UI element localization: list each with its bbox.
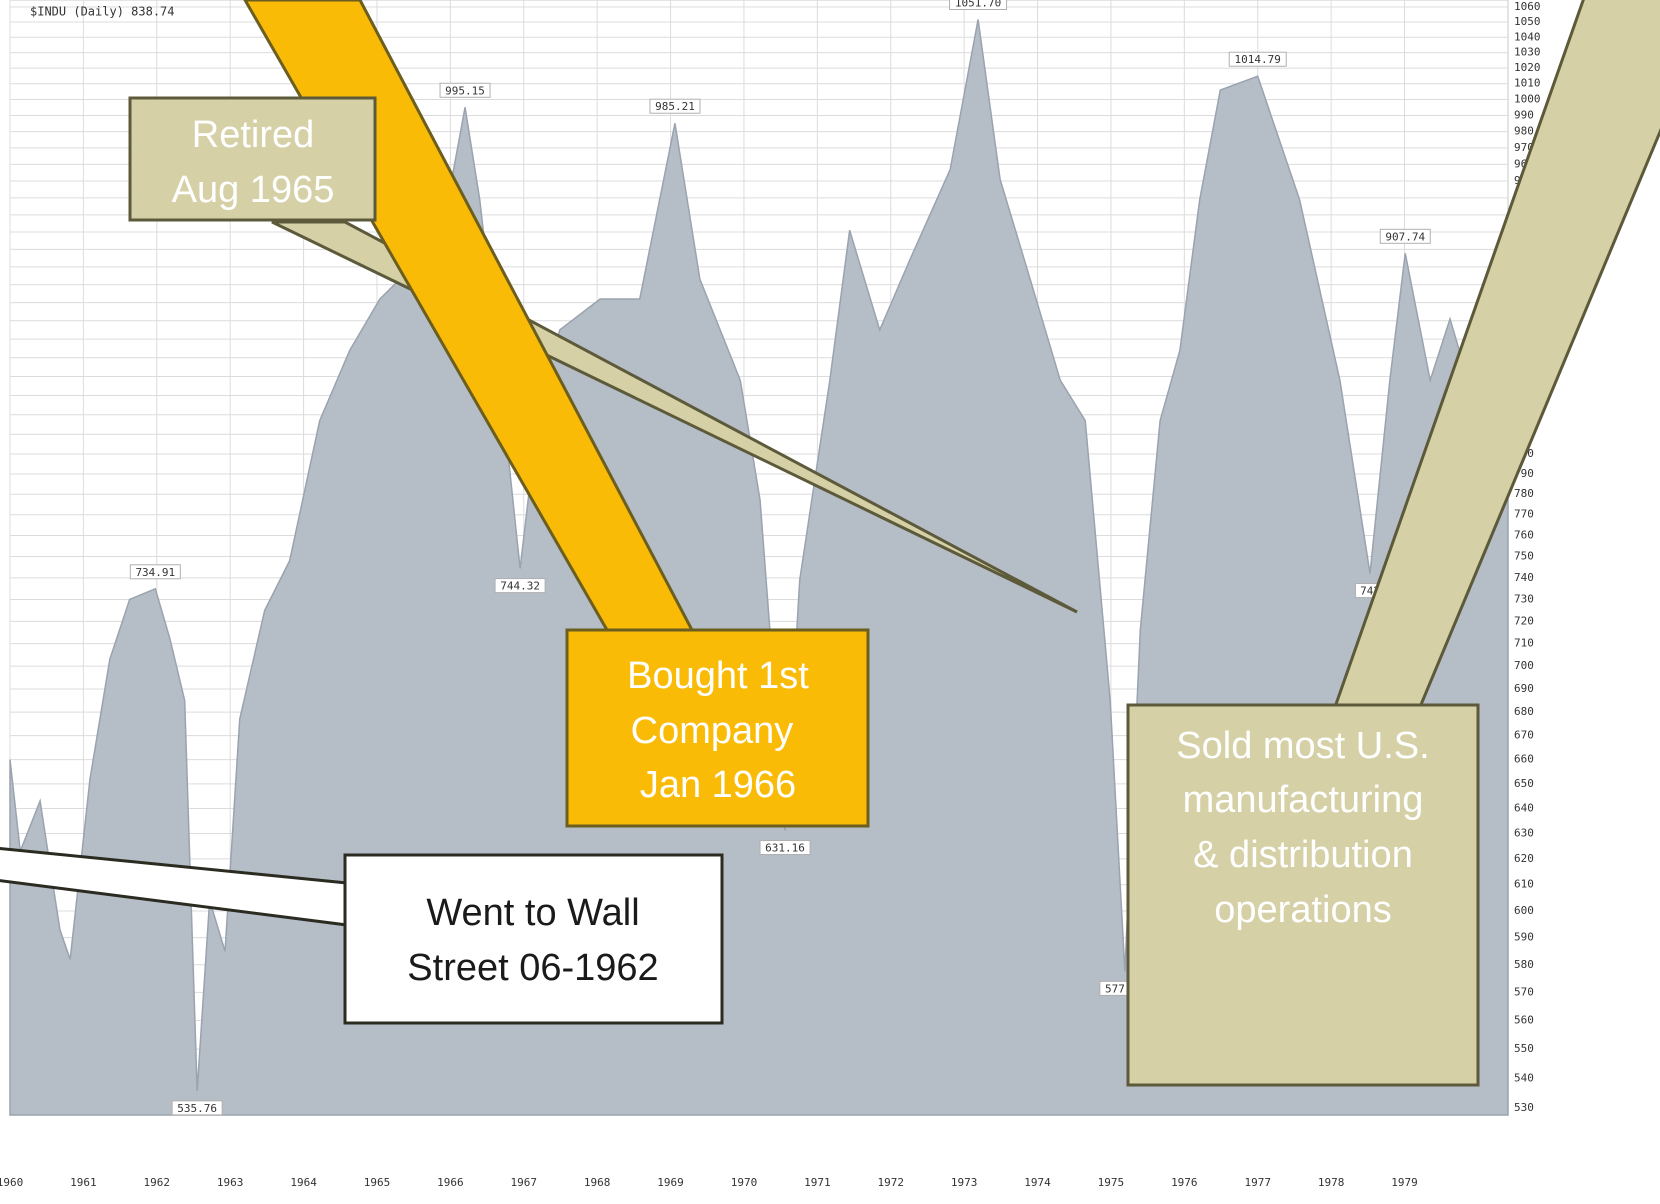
value-label-box (949, 0, 1008, 10)
y-tick-label: 620 (1514, 852, 1534, 865)
y-tick-label: 660 (1514, 753, 1534, 766)
callout-box (565, 628, 870, 828)
x-tick-label: 1977 (1244, 1176, 1271, 1189)
y-tick-label: 990 (1514, 109, 1534, 122)
x-tick-label: 1975 (1098, 1176, 1125, 1189)
callout-text: Aug 1965 (172, 169, 335, 211)
callout-text: Jan 1966 (640, 764, 796, 806)
y-tick-label: 570 (1514, 985, 1534, 998)
y-tick-label: 690 (1514, 682, 1534, 695)
y-tick-label: 1010 (1514, 77, 1541, 90)
x-tick-label: 1970 (731, 1176, 758, 1189)
x-tick-label: 1968 (584, 1176, 611, 1189)
y-tick-label: 580 (1514, 958, 1534, 971)
callout-text: Sold most U.S. (1176, 725, 1429, 767)
y-tick-label: 560 (1514, 1014, 1534, 1027)
y-tick-label: 610 (1514, 878, 1534, 891)
callout-text: Bought 1st (627, 655, 809, 697)
x-tick-label: 1967 (511, 1176, 538, 1189)
value-label: 907.74 (1385, 230, 1425, 243)
value-label: 1014.79 (1235, 53, 1281, 66)
value-label-box (171, 1100, 223, 1116)
x-tick-label: 1976 (1171, 1176, 1198, 1189)
y-tick-label: 780 (1514, 487, 1534, 500)
value-label: 995.15 (445, 84, 485, 97)
x-tick-label: 1979 (1391, 1176, 1418, 1189)
y-tick-label: 750 (1514, 550, 1534, 563)
y-tick-label: 980 (1514, 125, 1534, 138)
value-label-box (759, 840, 811, 856)
x-tick-label: 1978 (1318, 1176, 1345, 1189)
callout-text: Went to Wall (426, 892, 639, 934)
y-tick-label: 1020 (1514, 61, 1541, 74)
callout-text: operations (1214, 889, 1391, 931)
value-label: 744.32 (500, 580, 540, 593)
y-tick-label: 760 (1514, 528, 1534, 541)
x-tick-label: 1974 (1024, 1176, 1051, 1189)
y-tick-label: 700 (1514, 659, 1534, 672)
y-tick-label: 1000 (1514, 93, 1541, 106)
x-tick-label: 1961 (70, 1176, 97, 1189)
x-tick-label: 1963 (217, 1176, 244, 1189)
value-label-box (649, 98, 701, 114)
x-tick-label: 1973 (951, 1176, 978, 1189)
y-tick-label: 1060 (1514, 0, 1541, 13)
value-label: 631.16 (765, 842, 805, 855)
x-tick-label: 1966 (437, 1176, 464, 1189)
callout-text: & distribution (1193, 834, 1413, 876)
chart-title: $INDU (Daily) 838.74 (30, 5, 175, 19)
y-tick-label: 550 (1514, 1042, 1534, 1055)
y-tick-label: 650 (1514, 777, 1534, 790)
y-tick-label: 540 (1514, 1071, 1534, 1084)
value-label-box (129, 564, 181, 580)
x-tick-label: 1971 (804, 1176, 831, 1189)
callout-text: Company (631, 710, 794, 752)
callout-text: manufacturing (1183, 779, 1424, 821)
callout-box (343, 853, 724, 1025)
callout-box (128, 96, 377, 222)
callout-text: Street 06-1962 (407, 947, 658, 989)
value-label-box (1228, 51, 1287, 67)
y-tick-label: 640 (1514, 801, 1534, 814)
y-tick-label: 670 (1514, 729, 1534, 742)
value-label: 734.91 (135, 566, 175, 579)
y-tick-label: 590 (1514, 931, 1534, 944)
value-label-box (494, 578, 546, 594)
value-label-box (439, 82, 491, 98)
x-tick-label: 1972 (877, 1176, 904, 1189)
y-tick-label: 730 (1514, 592, 1534, 605)
y-tick-label: 1030 (1514, 46, 1541, 59)
value-label: 535.76 (177, 1102, 217, 1115)
y-tick-label: 630 (1514, 826, 1534, 839)
y-tick-label: 740 (1514, 571, 1534, 584)
y-tick-label: 720 (1514, 614, 1534, 627)
y-tick-label: 600 (1514, 904, 1534, 917)
y-tick-label: 770 (1514, 508, 1534, 521)
value-label: 985.21 (655, 100, 695, 113)
x-tick-label: 1969 (657, 1176, 684, 1189)
y-tick-label: 1050 (1514, 15, 1541, 28)
callout-box (1126, 703, 1480, 1087)
value-label: 1051.70 (955, 0, 1001, 9)
x-tick-label: 1960 (0, 1176, 23, 1189)
x-tick-label: 1964 (290, 1176, 317, 1189)
y-tick-label: 530 (1514, 1101, 1534, 1114)
y-tick-label: 680 (1514, 705, 1534, 718)
x-tick-label: 1965 (364, 1176, 391, 1189)
y-tick-label: 710 (1514, 637, 1534, 650)
callout-text: Retired (192, 114, 315, 156)
value-label-box (1379, 228, 1431, 244)
y-tick-label: 1040 (1514, 30, 1541, 43)
x-tick-label: 1962 (144, 1176, 171, 1189)
